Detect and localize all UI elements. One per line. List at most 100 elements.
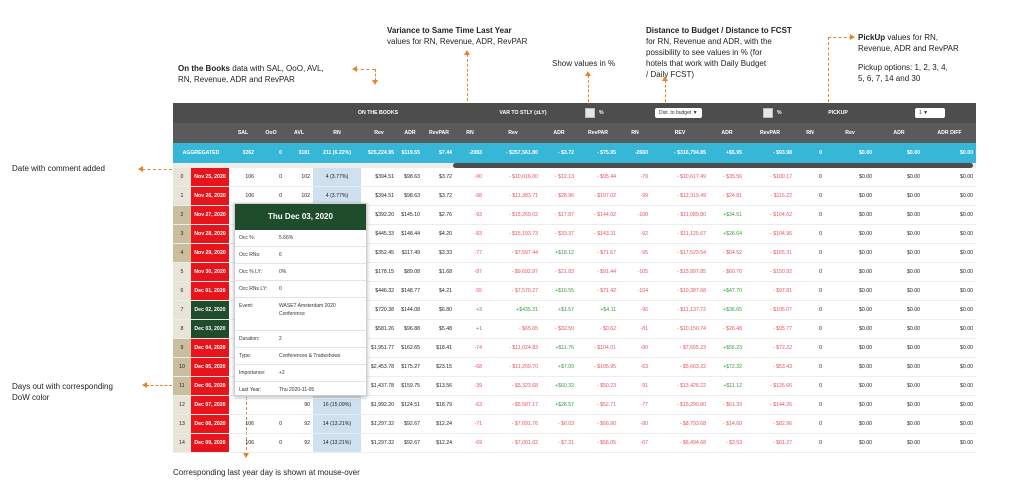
distance-select[interactable]: Dist. to budget ▼: [655, 108, 702, 118]
column-header[interactable]: ADR: [553, 130, 565, 136]
grid-cell: -96: [640, 307, 649, 313]
table-row[interactable]: 4 Nov 29, 2020 $352.45 $117.49 $3.33 -77 - $7,…: [173, 244, 976, 263]
date-cell[interactable]: Dec 09, 2020: [191, 434, 229, 452]
grid-cell: $0.00: [960, 383, 973, 389]
date-cell[interactable]: Dec 04, 2020: [191, 339, 229, 357]
grid-cell: $720.38: [375, 307, 394, 313]
column-header[interactable]: Rev: [374, 130, 384, 136]
grid-cell: - $11,089.80: [677, 212, 706, 218]
annotation-distance: Distance to Budget / Distance to FCST fo…: [646, 26, 792, 79]
grid-cell: $18.79: [436, 402, 452, 408]
grid-cell: 102: [301, 193, 310, 199]
date-cell[interactable]: Nov 26, 2020: [191, 187, 229, 205]
arrow-icon: [464, 50, 470, 55]
grid-cell: -87: [474, 269, 483, 275]
column-header[interactable]: AVL: [294, 130, 304, 136]
column-header[interactable]: RevPAR: [428, 130, 450, 136]
column-header[interactable]: RevPAR: [759, 130, 781, 136]
table-row[interactable]: 2 Nov 27, 2020 $392.20 $145.10 $2.76 -93 - $15…: [173, 206, 976, 225]
grid-cell: +$47.70: [723, 288, 742, 294]
pickup-select[interactable]: 1 ▼: [915, 108, 945, 118]
table-row[interactable]: 9 Dec 04, 2020 $1,951.77 $162.65 $18.41 -74 - …: [173, 339, 976, 358]
grid-cell: -77: [474, 250, 483, 256]
dist-percent-checkbox[interactable]: [763, 108, 773, 118]
aggregated-value: +$5.95: [725, 150, 742, 156]
annotation-connector: [828, 37, 852, 38]
grid-cell: $0.00: [907, 250, 920, 256]
arrow-icon: [243, 453, 249, 458]
grid-cell: +$18.12: [555, 250, 574, 256]
column-header[interactable]: RN: [333, 130, 341, 136]
grid-cell: -91: [640, 383, 649, 389]
grid-cell: 92: [304, 440, 310, 446]
table-row[interactable]: 1 Nov 26, 2020 106 0 102 4 (3.77%) $394.51 $98.…: [173, 187, 976, 206]
column-header[interactable]: SAL: [237, 130, 249, 136]
date-cell[interactable]: Nov 28, 2020: [191, 225, 229, 243]
grid-cell: $0.00: [859, 383, 872, 389]
table-row[interactable]: 12 Dec 07, 2020 90 16 (15.09%) $1,992.20 $124…: [173, 396, 976, 415]
table-row[interactable]: 7 Dec 02, 2020 $720.38 $144.08 $6.80 +3 +$435.…: [173, 301, 976, 320]
table-row[interactable]: 11 Dec 06, 2020 $1,437.78 $159.75 $13.56 -39 -…: [173, 377, 976, 396]
date-cell[interactable]: Nov 29, 2020: [191, 244, 229, 262]
column-header[interactable]: Rev: [845, 130, 855, 136]
table-row[interactable]: 13 Dec 08, 2020 106 0 92 14 (13.21%) $1,297.32…: [173, 415, 976, 434]
dist-percent-label: %: [777, 110, 782, 116]
date-cell[interactable]: Nov 25, 2020: [191, 168, 229, 186]
table-row[interactable]: 14 Dec 09, 2020 106 0 92 14 (13.21%) $1,297.32…: [173, 434, 976, 453]
date-cell[interactable]: Dec 08, 2020: [191, 415, 229, 433]
table-row[interactable]: 3 Nov 28, 2020 $445.33 $148.44 $4.20 -83 - $15…: [173, 225, 976, 244]
date-cell[interactable]: Dec 07, 2020: [191, 396, 229, 414]
annotation-last-year: Corresponding last year day is shown at …: [173, 468, 360, 477]
table-row[interactable]: 0 Nov 25, 2020 106 0 102 4 (3.77%) $394.51 $98.…: [173, 168, 976, 187]
column-header[interactable]: Rev: [508, 130, 518, 136]
date-cell[interactable]: Dec 06, 2020: [191, 377, 229, 395]
date-cell[interactable]: Nov 27, 2020: [191, 206, 229, 224]
date-cell[interactable]: Dec 05, 2020: [191, 358, 229, 376]
column-header[interactable]: OoO: [265, 130, 277, 136]
column-header[interactable]: ADR: [404, 130, 416, 136]
tooltip-value: Conferences & Tradeshows: [279, 353, 341, 359]
grid-cell: $0.00: [859, 231, 872, 237]
grid-cell: - $32.50: [554, 326, 574, 332]
grid-cell: $445.33: [375, 231, 394, 237]
aggregated-value: $25,224.95: [368, 150, 394, 156]
table-row[interactable]: 8 Dec 03, 2020 $581.26 $96.88 $5.48 +1 - $65.6…: [173, 320, 976, 339]
days-out-cell: 2: [173, 206, 191, 224]
grid-cell: - $7,091.76: [511, 421, 538, 427]
column-header[interactable]: ADR: [721, 130, 733, 136]
column-header[interactable]: REV: [674, 130, 686, 136]
table-row[interactable]: 6 Dec 01, 2020 $446.32 $148.77 $4.21 -55 - $7,…: [173, 282, 976, 301]
aggregated-row: AGGREGATED 3262 0 3181 211 (6.22%) $25,224.95…: [173, 143, 976, 163]
column-header[interactable]: RN: [631, 130, 639, 136]
grid-cell: $12.24: [436, 440, 452, 446]
aggregated-value: 211 (6.22%): [323, 150, 351, 156]
grid-cell: 0: [819, 307, 822, 313]
grid-cell: 0: [819, 212, 822, 218]
date-cell[interactable]: Nov 30, 2020: [191, 263, 229, 281]
grid-cell: $117.49: [401, 250, 420, 256]
date-cell[interactable]: Dec 02, 2020: [191, 301, 229, 319]
grid-cell: $0.00: [907, 421, 920, 427]
grid-cell: 106: [245, 421, 254, 427]
column-header[interactable]: ADR DIFF: [937, 130, 962, 136]
column-header[interactable]: RN: [466, 130, 474, 136]
grid-cell: - $7,655.23: [679, 345, 706, 351]
grid-cell: +$1.57: [557, 307, 574, 313]
grid-cell: $3.72: [439, 174, 452, 180]
scrollbar-thumb[interactable]: [453, 163, 973, 168]
grid-cell: $0.00: [859, 269, 872, 275]
table-row[interactable]: 10 Dec 05, 2020 $2,453.78 $175.27 $23.15 -68 -…: [173, 358, 976, 377]
date-cell[interactable]: Dec 03, 2020: [191, 320, 229, 338]
annotation-connector: [665, 80, 666, 102]
column-header[interactable]: RN: [806, 130, 814, 136]
var-percent-checkbox[interactable]: [585, 108, 595, 118]
date-cell[interactable]: Dec 01, 2020: [191, 282, 229, 300]
grid-cell: $0.00: [960, 440, 973, 446]
tooltip-row: Type: Conferences & Tradeshows: [235, 348, 366, 365]
column-header[interactable]: ADR: [893, 130, 905, 136]
grid-cell: 0: [819, 383, 822, 389]
grid-cell: 14 (13.21%): [313, 434, 361, 452]
table-row[interactable]: 5 Nov 30, 2020 $178.15 $89.08 $1.68 -87 - $9,6…: [173, 263, 976, 282]
horizontal-scrollbar[interactable]: [173, 163, 976, 168]
column-header[interactable]: RevPAR: [587, 130, 609, 136]
